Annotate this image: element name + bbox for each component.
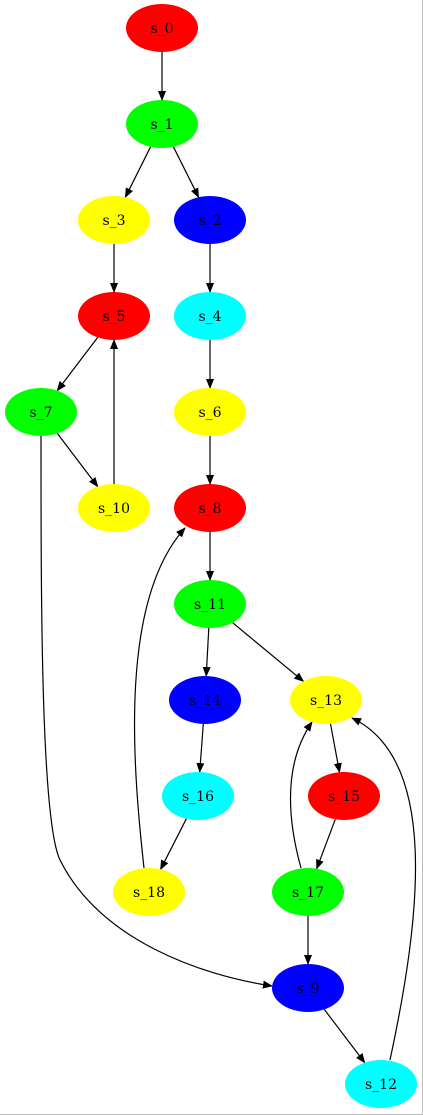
node-s-10: s_10 bbox=[78, 484, 150, 532]
node-ellipse bbox=[174, 580, 246, 628]
node-ellipse bbox=[272, 964, 344, 1012]
node-ellipse bbox=[308, 772, 380, 820]
node-s-4: s_4 bbox=[174, 292, 246, 340]
node-label: s_4 bbox=[198, 309, 221, 325]
node-ellipse bbox=[345, 1060, 417, 1108]
edge-s7-to-s10 bbox=[56, 433, 99, 488]
node-ellipse bbox=[78, 292, 150, 340]
node-ellipse bbox=[126, 100, 198, 148]
node-label: s_1 bbox=[150, 117, 173, 133]
node-label: s_3 bbox=[102, 213, 125, 229]
node-s-7: s_7 bbox=[5, 388, 77, 436]
node-label: s_14 bbox=[189, 693, 221, 709]
node-s-14: s_14 bbox=[169, 676, 241, 724]
node-label: s_0 bbox=[150, 21, 173, 37]
node-label: s_8 bbox=[198, 501, 221, 517]
node-ellipse bbox=[174, 196, 246, 244]
node-label: s_18 bbox=[133, 885, 165, 901]
node-label: s_5 bbox=[102, 309, 125, 325]
node-s-17: s_17 bbox=[272, 868, 344, 916]
node-s-0: s_0 bbox=[126, 4, 198, 52]
node-ellipse bbox=[5, 388, 77, 436]
node-label: s_6 bbox=[198, 405, 221, 421]
node-s-9: s_9 bbox=[272, 964, 344, 1012]
node-label: s_13 bbox=[310, 693, 342, 709]
edge-s17-to-s13 bbox=[289, 721, 313, 869]
node-ellipse bbox=[272, 868, 344, 916]
edges-layer bbox=[40, 52, 417, 1064]
node-ellipse bbox=[162, 772, 234, 820]
edge-s18-to-s8 bbox=[133, 527, 186, 869]
node-ellipse bbox=[174, 484, 246, 532]
edge-s15-to-s17 bbox=[316, 819, 336, 870]
edge-s11-to-s14 bbox=[202, 627, 211, 677]
node-s-2: s_2 bbox=[174, 196, 246, 244]
edge-s14-to-s16 bbox=[196, 723, 205, 773]
node-label: s_16 bbox=[182, 789, 214, 805]
edge-s9-to-s12 bbox=[323, 1009, 366, 1064]
node-s-3: s_3 bbox=[78, 196, 150, 244]
node-s-5: s_5 bbox=[78, 292, 150, 340]
node-label: s_2 bbox=[198, 213, 221, 229]
node-ellipse bbox=[169, 676, 241, 724]
node-ellipse bbox=[113, 868, 185, 916]
node-s-15: s_15 bbox=[308, 772, 380, 820]
node-s-6: s_6 bbox=[174, 388, 246, 436]
edge-s1-to-s2 bbox=[172, 146, 200, 199]
nodes-layer: s_0s_1s_3 s_2s_5 s_4s_7 s_6s_10 s_8s_11s_14 s… bbox=[5, 4, 417, 1108]
node-s-1: s_1 bbox=[126, 100, 198, 148]
edge-s16-to-s18 bbox=[160, 818, 187, 871]
node-ellipse bbox=[174, 388, 246, 436]
edge-s11-to-s13 bbox=[232, 622, 305, 682]
node-ellipse bbox=[78, 484, 150, 532]
node-s-18: s_18 bbox=[113, 868, 185, 916]
node-ellipse bbox=[126, 4, 198, 52]
node-label: s_10 bbox=[98, 501, 130, 517]
edge-s5-to-s7 bbox=[56, 337, 99, 392]
node-label: s_15 bbox=[328, 789, 360, 805]
node-s-8: s_8 bbox=[174, 484, 246, 532]
node-label: s_12 bbox=[365, 1077, 397, 1093]
node-ellipse bbox=[290, 676, 362, 724]
node-label: s_17 bbox=[292, 885, 324, 901]
edge-s13-to-s15 bbox=[329, 723, 342, 774]
node-label: s_9 bbox=[296, 981, 319, 997]
node-label: s_7 bbox=[29, 405, 52, 421]
edge-s7-to-s9 bbox=[40, 435, 273, 989]
node-s-16: s_16 bbox=[162, 772, 234, 820]
node-s-12: s_12 bbox=[345, 1060, 417, 1108]
node-s-11: s_11 bbox=[174, 580, 246, 628]
node-ellipse bbox=[174, 292, 246, 340]
node-s-13: s_13 bbox=[290, 676, 362, 724]
node-ellipse bbox=[78, 196, 150, 244]
edge-s1-to-s3 bbox=[124, 146, 152, 199]
edge-s12-to-s13 bbox=[351, 717, 417, 1061]
node-label: s_11 bbox=[194, 597, 226, 613]
